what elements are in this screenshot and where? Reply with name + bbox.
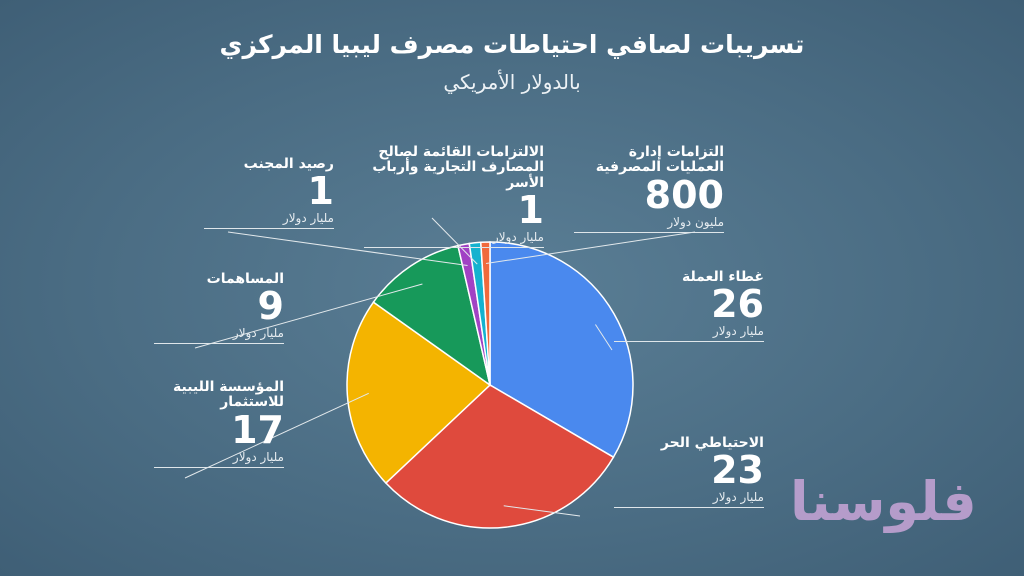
unit-label: مليار دولار [204,212,334,230]
leader-line [595,324,613,351]
category-label: غطاء العملة [681,269,764,285]
unit-label: مليار دولار [154,450,284,468]
pie-slice [346,301,492,485]
category-label: المساهمات [206,271,284,287]
leader-line [184,392,369,479]
slice-label: الالتزامات القائمة لصالح المصارف التجاري… [364,144,544,249]
pie-slice [372,244,492,387]
slice-label: المؤسسة الليبية للاستثمار 17 مليار دولار [154,379,284,468]
value-label: 17 [231,407,284,452]
category-label: الالتزامات القائمة لصالح المصارف التجاري… [372,144,544,191]
unit-label: مليون دولار [574,215,724,233]
value-label: 1 [307,169,334,214]
category-label: رصيد المجنب [243,156,334,172]
slice-label: غطاء العملة 26 مليار دولار [614,269,764,343]
chart-subtitle: بالدولار الأمريكي [443,70,581,94]
slice-label: المساهمات 9 مليار دولار [154,271,284,345]
unit-label: مليار دولار [154,327,284,345]
slice-label: التزامات إدارة العمليات المصرفية 800 مليون… [574,144,724,233]
slice-label: الاحتياطي الحر 23 مليار دولار [614,435,764,509]
value-label: 800 [644,172,724,217]
pie-slice [489,241,634,459]
pie-slice [479,241,491,386]
category-label: التزامات إدارة العمليات المصرفية [595,144,724,176]
unit-label: مليار دولار [614,325,764,343]
chart-title: تسريبات لصافي احتياطات مصرف ليبيا المركز… [219,30,805,59]
value-label: 1 [517,188,544,233]
leader-line [194,283,423,349]
value-label: 9 [257,284,284,329]
leader-line [485,231,696,265]
watermark: فلوسنا [790,470,977,533]
leader-line [503,505,581,517]
category-label: المؤسسة الليبية للاستثمار [172,379,284,411]
unit-label: مليار دولار [614,491,764,509]
pie-slice [384,384,615,529]
value-label: 26 [711,282,764,327]
unit-label: مليار دولار [364,230,544,249]
leader-line [227,231,468,267]
slice-label: رصيد المجنب 1 مليار دولار [204,156,334,230]
value-label: 23 [711,448,764,493]
leader-line [431,217,478,265]
category-label: الاحتياطي الحر [660,435,764,451]
